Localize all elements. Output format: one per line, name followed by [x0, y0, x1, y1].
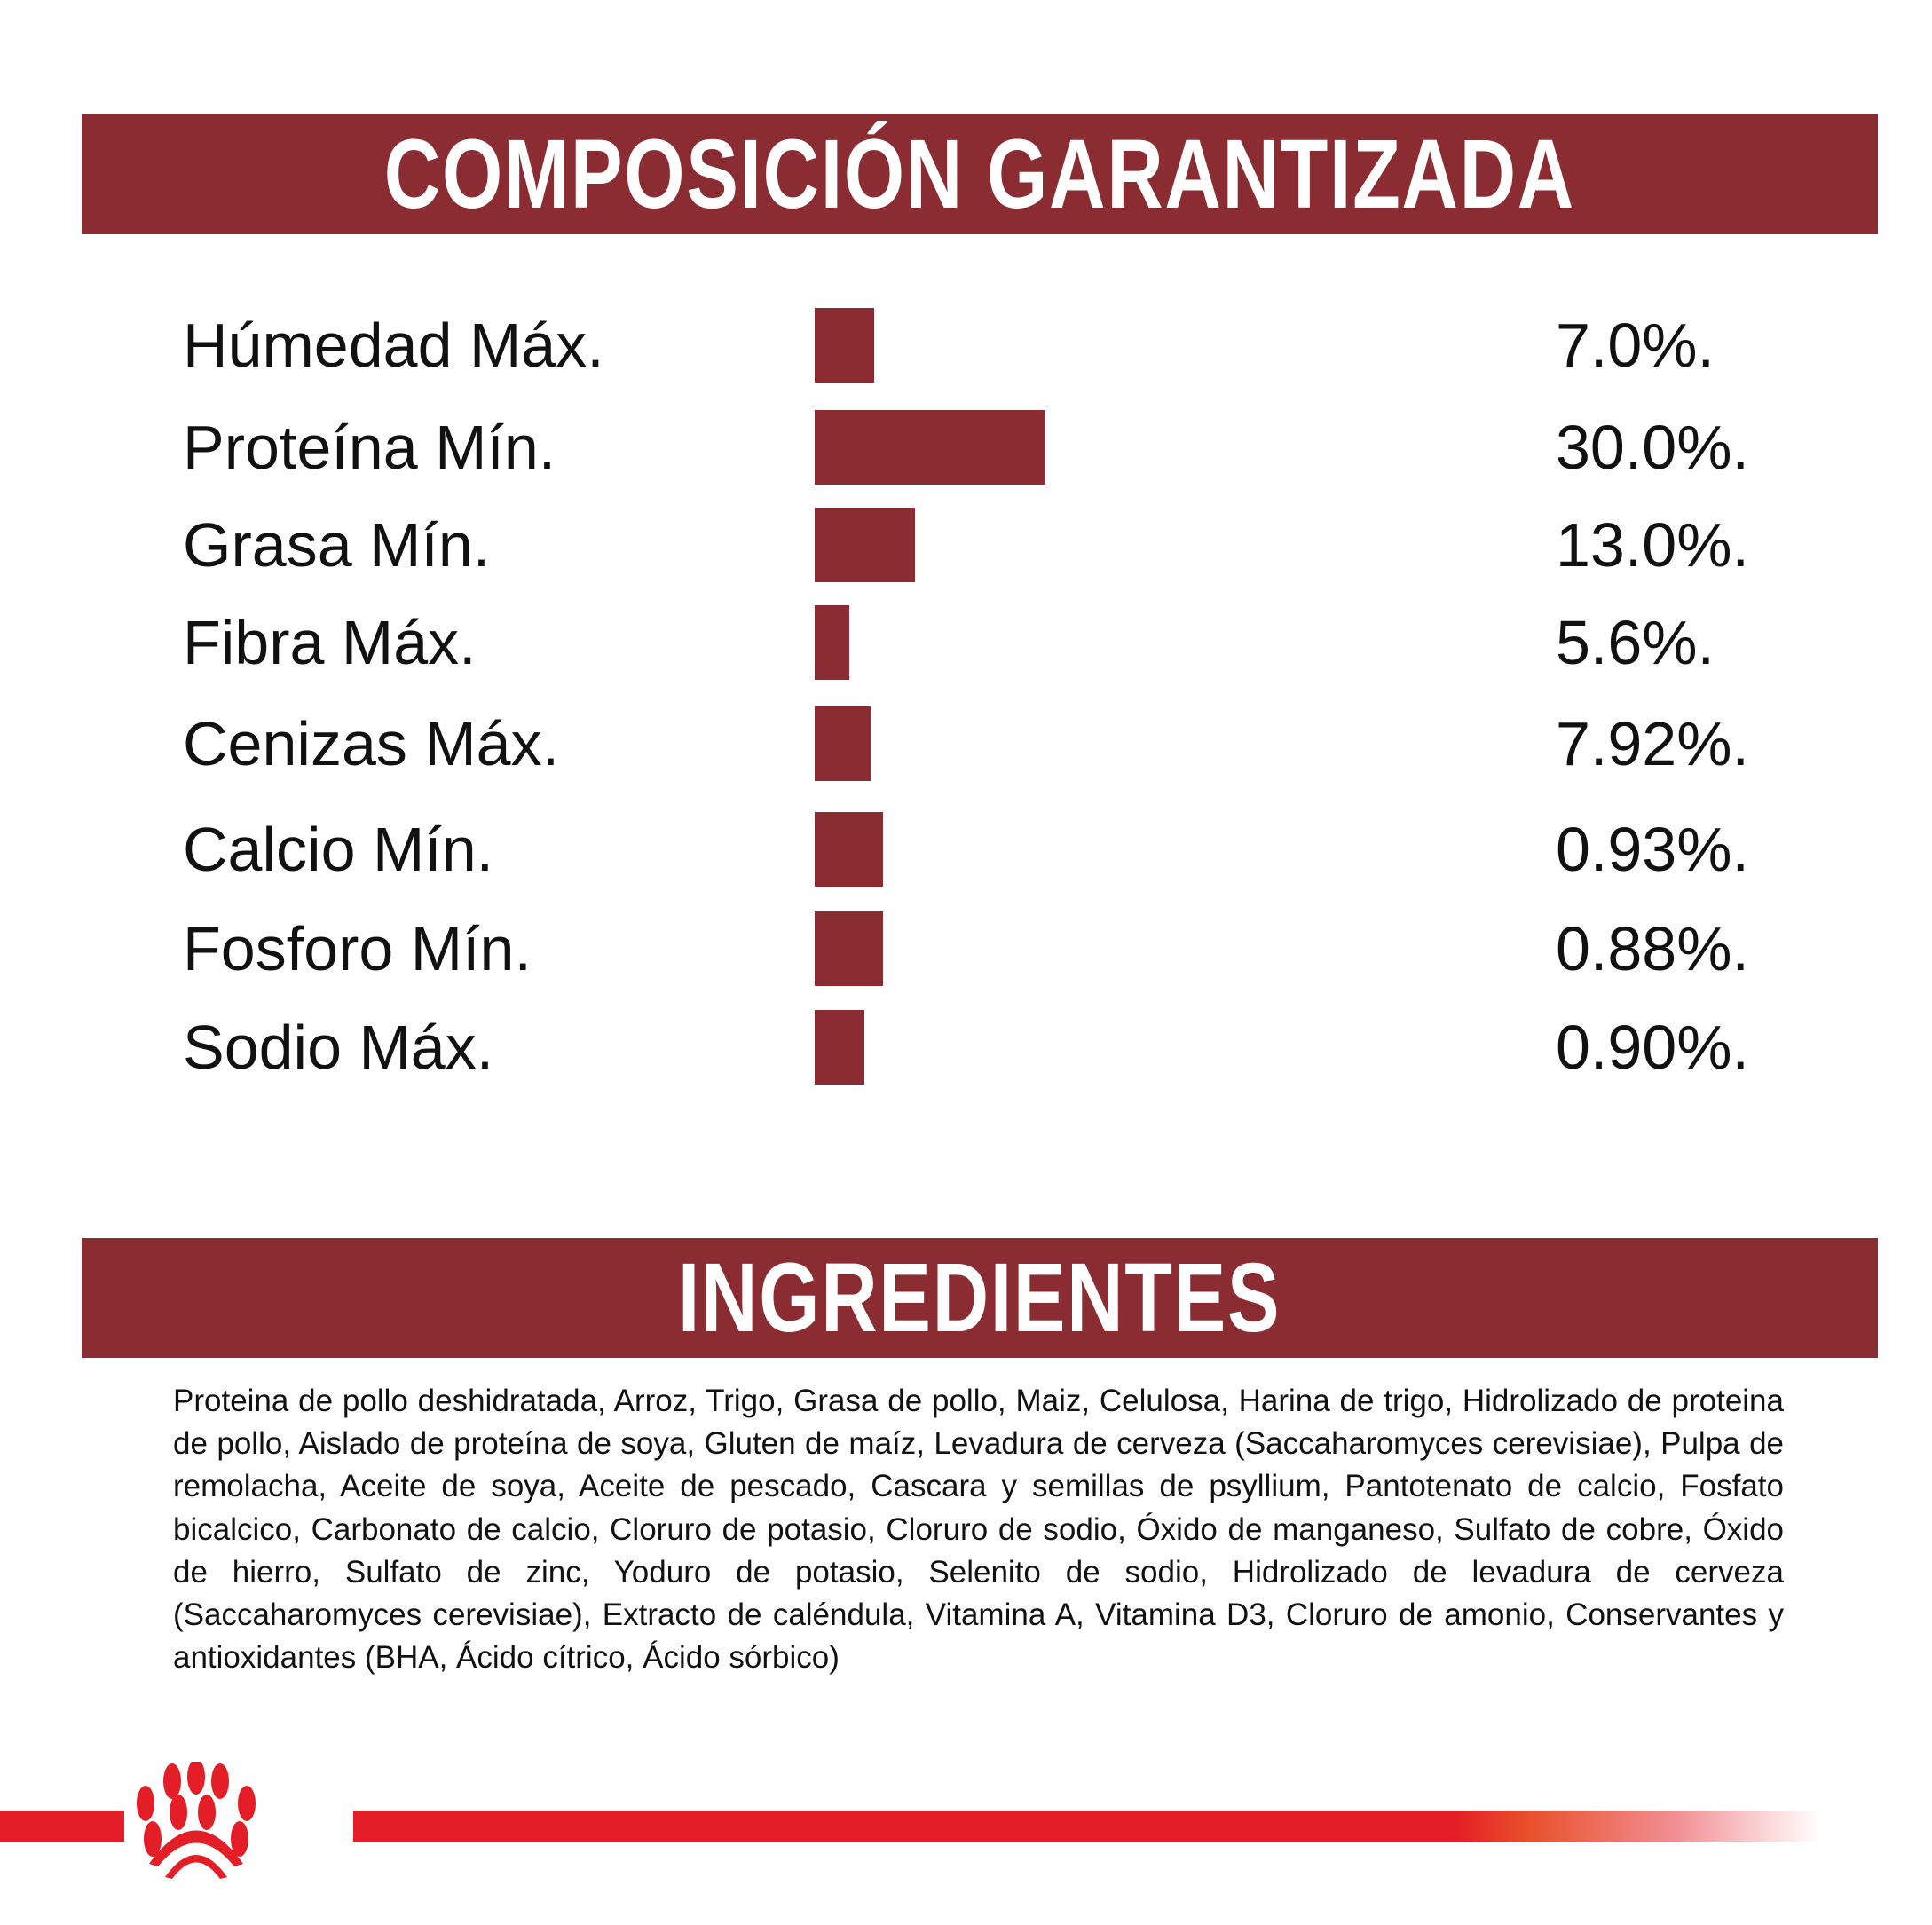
nutrient-label: Sodio Máx. — [183, 1013, 494, 1082]
composition-row: Fosforo Mín. 0.88%. — [0, 911, 1932, 986]
nutrient-label: Calcio Mín. — [183, 815, 494, 884]
nutrient-bar — [815, 706, 871, 781]
nutrient-label: Proteína Mín. — [183, 413, 556, 482]
composition-row: Calcio Mín. 0.93%. — [0, 812, 1932, 887]
composition-row: Proteína Mín. 30.0%. — [0, 410, 1932, 485]
nutrient-bar — [815, 1010, 864, 1085]
nutrient-value: 30.0%. — [1556, 413, 1749, 482]
ingredients-header: INGREDIENTES — [82, 1238, 1878, 1358]
nutrient-label: Grasa Mín. — [183, 510, 491, 580]
nutrient-value: 0.90%. — [1556, 1013, 1749, 1082]
royal-canin-crown-icon — [124, 1759, 353, 1886]
nutrient-label: Cenizas Máx. — [183, 709, 560, 778]
nutrient-bar — [815, 410, 1045, 485]
nutrient-value: 7.92%. — [1556, 709, 1749, 778]
nutrient-bar — [815, 605, 849, 680]
composition-title: COMPOSICIÓN GARANTIZADA — [383, 119, 1576, 229]
nutrient-value: 0.93%. — [1556, 815, 1749, 884]
nutrient-value: 5.6%. — [1556, 608, 1715, 677]
nutrient-bar — [815, 812, 883, 887]
nutrient-bar — [815, 508, 915, 582]
composition-row: Húmedad Máx. 7.0%. — [0, 308, 1932, 383]
nutrient-bar — [815, 308, 874, 383]
ingredients-text: Proteina de pollo deshidratada, Arroz, T… — [173, 1384, 1784, 1676]
composition-row: Grasa Mín. 13.0%. — [0, 508, 1932, 582]
nutrient-bar — [815, 911, 883, 986]
nutrient-value: 0.88%. — [1556, 914, 1749, 983]
composition-row: Fibra Máx. 5.6%. — [0, 605, 1932, 680]
nutrient-value: 7.0%. — [1556, 311, 1715, 380]
composition-row: Cenizas Máx. 7.92%. — [0, 706, 1932, 781]
nutrient-label: Fosforo Mín. — [183, 914, 532, 983]
nutrient-label: Fibra Máx. — [183, 608, 477, 677]
nutrient-value: 13.0%. — [1556, 510, 1749, 580]
composition-row: Sodio Máx. 0.90%. — [0, 1010, 1932, 1085]
composition-header: COMPOSICIÓN GARANTIZADA — [82, 114, 1878, 234]
ingredients-title: INGREDIENTES — [678, 1243, 1281, 1353]
nutrient-label: Húmedad Máx. — [183, 311, 604, 380]
